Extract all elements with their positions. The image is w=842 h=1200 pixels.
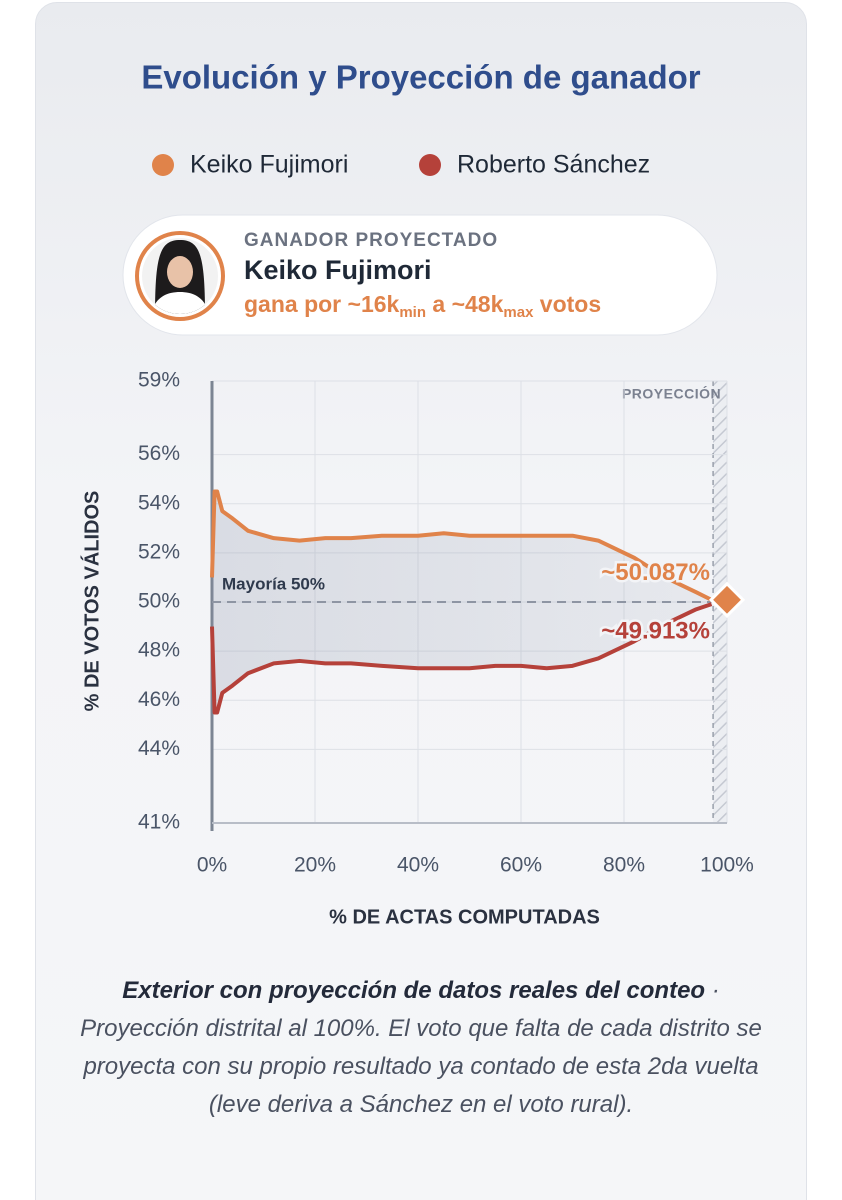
margin-text: votos — [533, 291, 601, 317]
y-tick-label: 44% — [138, 737, 180, 760]
margin-text: gana por ~16k — [244, 291, 400, 317]
x-tick-label: 20% — [294, 854, 336, 877]
x-tick-label: 100% — [700, 854, 754, 877]
y-tick-label: 48% — [138, 639, 180, 662]
legend: Keiko Fujimori Roberto Sánchez — [152, 151, 650, 179]
y-tick-label: 54% — [138, 491, 180, 514]
margin-sub: max — [503, 304, 534, 321]
legend-swatch — [152, 154, 174, 176]
legend-swatch — [419, 154, 441, 176]
margin-text: a ~48k — [426, 291, 504, 317]
y-tick-label: 59% — [138, 369, 180, 392]
footnote-lead: Exterior con proyección de datos reales … — [122, 977, 706, 1004]
winner-card — [122, 214, 718, 336]
projection-marker — [708, 581, 746, 618]
margin-sub: min — [399, 304, 426, 321]
x-tick-label: 40% — [397, 854, 439, 877]
projection-label: PROYECCIÓN — [622, 385, 721, 402]
x-tick-label: 60% — [500, 854, 542, 877]
winner-label: GANADOR PROYECTADO — [244, 230, 498, 251]
value-label: ~49.913% — [601, 617, 710, 644]
y-tick-label: 52% — [138, 540, 180, 563]
chart-title: Evolución y Proyección de ganador — [141, 59, 700, 96]
series-line — [210, 602, 713, 715]
footnote: Exterior con proyección de datos reales … — [70, 972, 772, 1124]
avatar — [142, 238, 218, 314]
x-tick-label: 0% — [197, 854, 227, 877]
value-label: ~50.087% — [601, 559, 710, 586]
y-tick-label: 46% — [138, 688, 180, 711]
plot: PROYECCIÓN 41% 44% 46% 48% 50% 52% 54% 56% 59% 0% 2… — [80, 369, 754, 929]
spread-fill — [212, 491, 712, 713]
winner-name: Keiko Fujimori — [244, 255, 432, 285]
x-tick-label: 80% — [603, 854, 645, 877]
y-tick-label: 56% — [138, 442, 180, 465]
y-tick-label: 50% — [138, 590, 180, 613]
legend-label: Roberto Sánchez — [457, 151, 650, 179]
majority-label: Mayoría 50% — [222, 574, 325, 593]
footnote-body: · Proyección distrital al 100%. El voto … — [80, 977, 762, 1118]
chart: Evolución y Proyección de ganador Keiko … — [80, 59, 754, 929]
legend-label: Keiko Fujimori — [190, 151, 348, 179]
y-tick-label: 41% — [138, 811, 180, 834]
y-axis-title: % DE VOTOS VÁLIDOS — [80, 491, 103, 712]
x-axis-title: % DE ACTAS COMPUTADAS — [329, 906, 600, 928]
winner-margin: gana por ~16kmin a ~48kmax votos — [244, 291, 601, 321]
series-line — [210, 489, 713, 602]
